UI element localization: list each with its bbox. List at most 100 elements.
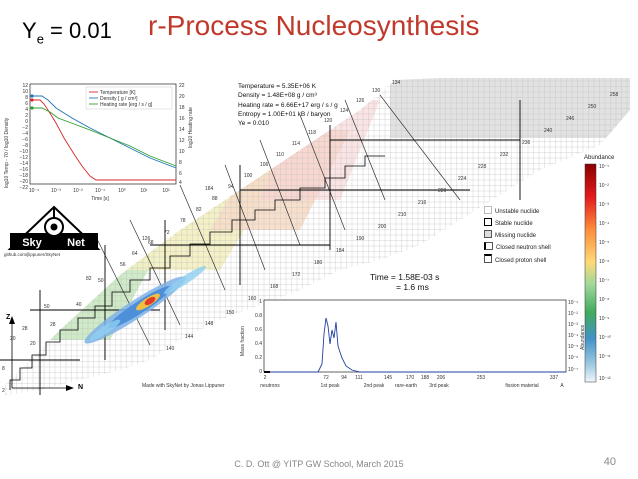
mf-x-labels: neutrons 1st peak 2nd peak rare-earth 3r… bbox=[260, 383, 564, 389]
svg-text:10: 10 bbox=[179, 149, 185, 155]
svg-text:140: 140 bbox=[166, 346, 175, 352]
svg-text:100: 100 bbox=[244, 173, 253, 179]
svg-text:134: 134 bbox=[392, 80, 401, 86]
info-temperature: Temperature = 5.35E+06 K bbox=[238, 83, 317, 90]
svg-text:124: 124 bbox=[340, 108, 349, 114]
svg-text:220: 220 bbox=[438, 188, 447, 194]
svg-text:172: 172 bbox=[292, 272, 301, 278]
skynet-logo: Sky Net bbox=[7, 205, 101, 250]
svg-text:0.6: 0.6 bbox=[255, 327, 262, 333]
svg-text:10⁻²: 10⁻² bbox=[568, 311, 578, 317]
svg-text:2nd peak: 2nd peak bbox=[364, 383, 385, 389]
svg-text:10⁻¹⁰: 10⁻¹⁰ bbox=[599, 335, 611, 341]
svg-text:72: 72 bbox=[164, 230, 170, 236]
svg-text:10⁻¹²: 10⁻¹² bbox=[599, 376, 611, 382]
svg-text:216: 216 bbox=[418, 200, 427, 206]
svg-text:6: 6 bbox=[179, 171, 182, 177]
svg-text:12: 12 bbox=[179, 138, 185, 144]
svg-text:10⁻¹: 10⁻¹ bbox=[95, 188, 105, 194]
mf-x-ticks: 2 72 94 111 145 170 188 206 253 337 bbox=[264, 375, 559, 381]
legend-stable: Stable nuclide bbox=[495, 221, 533, 227]
svg-text:−20: −20 bbox=[20, 179, 29, 185]
svg-text:82: 82 bbox=[86, 276, 92, 282]
svg-text:−8: −8 bbox=[22, 143, 28, 149]
info-ye: Ye = 0.010 bbox=[238, 120, 270, 128]
svg-text:94: 94 bbox=[341, 375, 347, 381]
svg-text:8: 8 bbox=[25, 95, 28, 101]
svg-text:10⁻¹: 10⁻¹ bbox=[568, 300, 578, 306]
svg-text:126: 126 bbox=[356, 98, 365, 104]
svg-text:56: 56 bbox=[120, 262, 126, 268]
svg-text:148: 148 bbox=[205, 321, 214, 327]
thermo-xlabel: Time [s] bbox=[91, 196, 109, 202]
svg-text:10⁻³: 10⁻³ bbox=[599, 202, 609, 208]
svg-text:82: 82 bbox=[196, 207, 202, 213]
n-axis-label: N bbox=[78, 384, 84, 391]
svg-text:10⁻⁷: 10⁻⁷ bbox=[599, 278, 609, 284]
svg-text:8: 8 bbox=[179, 160, 182, 166]
svg-text:50: 50 bbox=[44, 304, 50, 310]
svg-text:228: 228 bbox=[478, 164, 487, 170]
svg-text:10⁻⁶: 10⁻⁶ bbox=[568, 355, 578, 361]
svg-text:−10: −10 bbox=[20, 149, 29, 155]
info-density: Density = 1.48E+08 g / cm³ bbox=[238, 92, 317, 100]
svg-text:10⁻⁸: 10⁻⁸ bbox=[599, 297, 609, 303]
nuclide-legend: Unstable nuclide Stable nuclide Missing … bbox=[484, 206, 551, 267]
made-with-label: Made with SkyNet by Jonas Lippuner bbox=[142, 383, 225, 389]
svg-text:10⁻⁷: 10⁻⁷ bbox=[568, 367, 578, 373]
svg-text:20: 20 bbox=[179, 94, 185, 100]
thermo-left-ticks: 12 10 8 6 4 2 0 −2 −4 −6 −8 −10 −12 −14 … bbox=[20, 83, 29, 191]
svg-text:22: 22 bbox=[179, 83, 185, 89]
time-milliseconds: = 1.6 ms bbox=[396, 282, 429, 292]
magic-number-labels: 2 8 20 28 50 82 126 184 bbox=[2, 186, 214, 394]
svg-text:0.2: 0.2 bbox=[255, 355, 262, 361]
mf-y-ticks: 1 0.8 0.6 0.4 0.2 0 bbox=[255, 299, 262, 375]
mass-fraction-curve bbox=[264, 317, 566, 373]
svg-text:337: 337 bbox=[550, 375, 559, 381]
legend-unstable: Unstable nuclide bbox=[495, 209, 540, 215]
svg-text:64: 64 bbox=[132, 251, 138, 257]
svg-text:240: 240 bbox=[544, 128, 553, 134]
svg-text:206: 206 bbox=[437, 375, 446, 381]
mf-right-label: Abundance bbox=[580, 324, 586, 350]
svg-text:2: 2 bbox=[2, 388, 5, 394]
time-seconds: Time = 1.58E-03 s bbox=[370, 272, 440, 282]
svg-text:114: 114 bbox=[292, 141, 300, 147]
svg-text:110: 110 bbox=[276, 152, 284, 158]
svg-text:0: 0 bbox=[25, 119, 28, 125]
svg-text:160: 160 bbox=[248, 296, 257, 302]
svg-text:0.8: 0.8 bbox=[255, 313, 262, 319]
time-readout: Time = 1.58E-03 s = 1.6 ms bbox=[370, 272, 439, 292]
ye-label: Ye = 0.01 bbox=[22, 18, 112, 47]
svg-text:10¹: 10¹ bbox=[140, 188, 148, 194]
svg-text:188: 188 bbox=[421, 375, 430, 381]
svg-text:10⁻⁴: 10⁻⁴ bbox=[568, 333, 578, 339]
temperature-curve bbox=[32, 99, 176, 181]
svg-text:246: 246 bbox=[566, 116, 575, 122]
mf-ylabel: Mass fraction bbox=[240, 326, 246, 356]
svg-text:10⁻²: 10⁻² bbox=[599, 183, 609, 189]
svg-text:88: 88 bbox=[212, 196, 218, 202]
svg-text:258: 258 bbox=[610, 92, 619, 98]
logo-net: Net bbox=[67, 237, 85, 249]
axis-arrows bbox=[9, 316, 74, 391]
svg-text:rare-earth: rare-earth bbox=[395, 383, 417, 389]
svg-text:18: 18 bbox=[179, 105, 185, 111]
svg-text:−14: −14 bbox=[20, 161, 29, 167]
svg-text:10⁻³: 10⁻³ bbox=[51, 188, 61, 194]
svg-text:−6: −6 bbox=[22, 137, 28, 143]
svg-text:145: 145 bbox=[384, 375, 393, 381]
slide-footer: C. D. Ott @ YITP GW School, March 2015 bbox=[234, 459, 404, 469]
svg-text:184: 184 bbox=[205, 186, 214, 192]
svg-text:10⁻⁶: 10⁻⁶ bbox=[599, 259, 609, 265]
abundance-blob bbox=[84, 265, 207, 344]
svg-text:236: 236 bbox=[522, 140, 531, 146]
svg-text:224: 224 bbox=[458, 176, 467, 182]
mf-right-ticks: 10⁻¹ 10⁻² 10⁻³ 10⁻⁴ 10⁻⁵ 10⁻⁶ 10⁻⁷ bbox=[568, 300, 578, 373]
info-entropy: Entropy = 1.00E+01 kB / baryon bbox=[238, 110, 331, 118]
svg-text:170: 170 bbox=[406, 375, 415, 381]
info-heating: Heating rate = 6.66E+17 erg / s / g bbox=[238, 101, 338, 109]
svg-text:150: 150 bbox=[226, 310, 235, 316]
svg-text:10²: 10² bbox=[162, 188, 170, 194]
svg-text:8: 8 bbox=[2, 366, 5, 372]
